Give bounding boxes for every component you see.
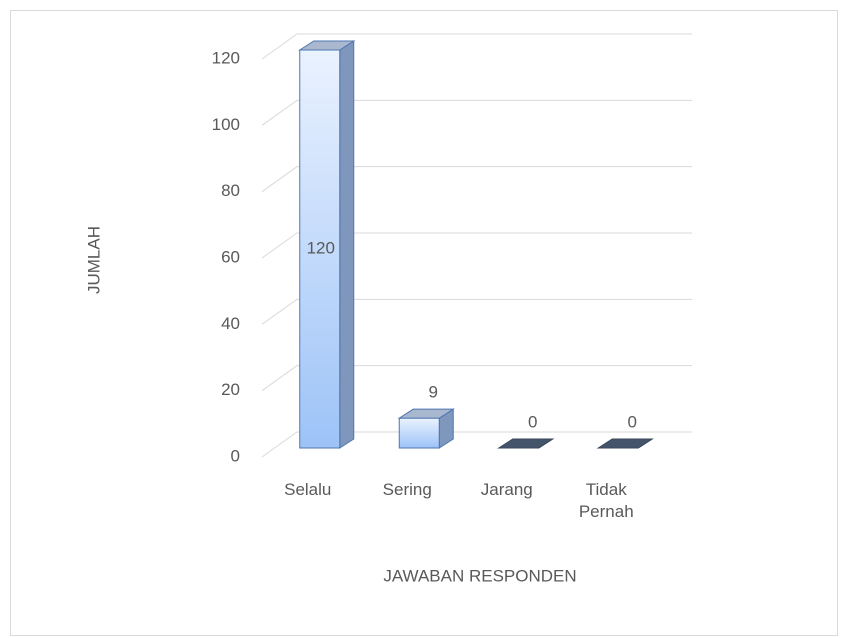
bar bbox=[298, 40, 356, 449]
x-axis-title: JAWABAN RESPONDEN bbox=[383, 566, 576, 585]
grid-line bbox=[261, 431, 692, 458]
grid-line bbox=[261, 298, 692, 325]
grid-line bbox=[261, 232, 692, 259]
y-tick-label: 0 bbox=[231, 446, 240, 465]
y-tick-label: 120 bbox=[212, 48, 240, 67]
bar-top bbox=[298, 40, 356, 51]
x-tick-label: Tidak Pernah bbox=[578, 480, 634, 521]
bar bbox=[397, 408, 455, 449]
data-label: 0 bbox=[628, 412, 637, 431]
data-label: 120 bbox=[307, 238, 335, 257]
y-tick-label: 100 bbox=[212, 115, 240, 134]
grid-line bbox=[261, 166, 692, 193]
chart-border bbox=[10, 10, 838, 636]
data-label: 9 bbox=[429, 383, 438, 402]
grid-line bbox=[261, 33, 692, 60]
grid-line bbox=[261, 99, 692, 126]
y-tick-label: 20 bbox=[221, 380, 240, 399]
y-axis-title: JUMLAH bbox=[84, 226, 103, 294]
y-tick-label: 40 bbox=[221, 314, 240, 333]
bar-top bbox=[596, 438, 654, 449]
bar-top bbox=[497, 438, 555, 449]
bar-top bbox=[397, 408, 455, 419]
y-tick-label: 60 bbox=[221, 247, 240, 266]
bar-side bbox=[339, 40, 355, 449]
bar-front bbox=[398, 417, 440, 449]
bar bbox=[596, 438, 654, 449]
bar bbox=[497, 438, 555, 449]
data-label: 0 bbox=[528, 412, 537, 431]
y-tick-label: 80 bbox=[221, 181, 240, 200]
x-tick-label: Selalu bbox=[284, 480, 332, 499]
grid-line bbox=[261, 365, 692, 392]
x-tick-label: Sering bbox=[382, 480, 432, 499]
x-tick-label: Jarang bbox=[480, 480, 533, 499]
